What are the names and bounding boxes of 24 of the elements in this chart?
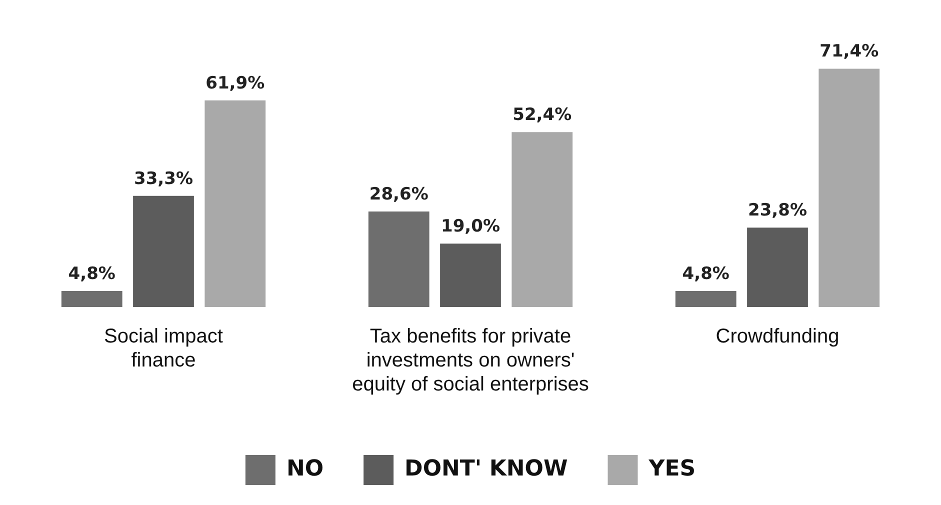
- data-label: 71,4%: [820, 42, 879, 62]
- data-label: 52,4%: [512, 105, 572, 126]
- bar: [133, 196, 194, 307]
- bar: [818, 68, 880, 307]
- bar: [512, 132, 573, 307]
- x-tick-label: Social impact finance: [104, 326, 224, 372]
- x-tick-label: Tax benefits for private investments on owners' equity of social enterprises: [352, 326, 589, 396]
- bar: [368, 212, 430, 307]
- data-label: 61,9%: [206, 73, 265, 94]
- bar: [747, 228, 808, 307]
- data-label: 28,6%: [369, 184, 428, 204]
- legend-label: NO: [286, 456, 324, 482]
- data-label: 33,3%: [134, 168, 193, 189]
- bar: [675, 290, 736, 307]
- bar: [204, 100, 266, 307]
- data-label: 4,8%: [682, 264, 730, 284]
- data-label: 19,0%: [441, 216, 500, 237]
- data-label: 23,8%: [748, 200, 807, 220]
- x-tick-label: Crowdfunding: [716, 326, 840, 348]
- legend-label: YES: [648, 456, 696, 482]
- bar: [440, 244, 501, 307]
- bar: [61, 290, 122, 307]
- legend-label: DONT' KNOW: [404, 456, 568, 482]
- data-label: 4,8%: [68, 264, 116, 284]
